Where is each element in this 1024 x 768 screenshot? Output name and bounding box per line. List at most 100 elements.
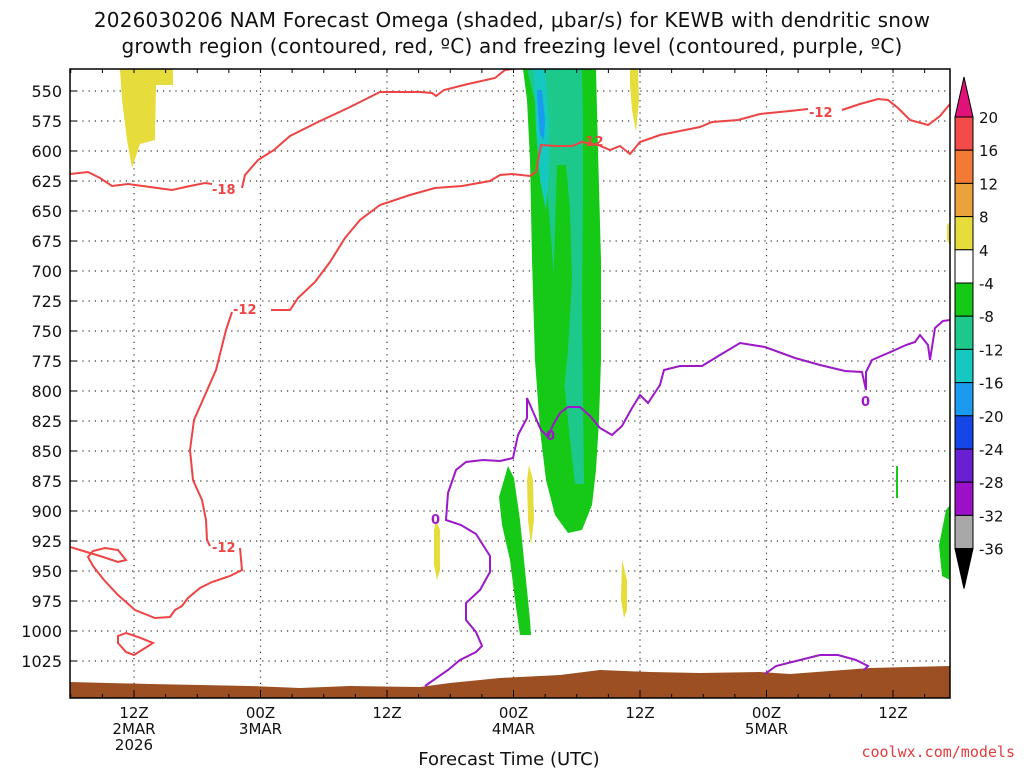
x-axis-title: Forecast Time (UTC) bbox=[418, 749, 599, 768]
x-tick-label: 12Z bbox=[119, 704, 148, 722]
contour-minus12-lower-loop bbox=[70, 546, 244, 620]
colorbar-label: -24 bbox=[979, 441, 1004, 459]
colorbar-swatch bbox=[954, 182, 974, 218]
x-tick-label: 3MAR bbox=[239, 720, 282, 738]
freezing-label-b: 0 bbox=[546, 429, 555, 444]
colorbar-swatch bbox=[954, 448, 974, 483]
y-tick-label: 1000 bbox=[21, 622, 62, 641]
dendritic-contours bbox=[70, 69, 950, 657]
y-tick-label: 750 bbox=[31, 322, 62, 341]
colorbar-label: -16 bbox=[979, 375, 1004, 393]
credit-link[interactable]: coolwx.com/models bbox=[861, 743, 1015, 761]
colorbar-label: -28 bbox=[979, 474, 1004, 492]
x-tick-label: 2026 bbox=[115, 736, 153, 754]
colorbar-swatch bbox=[954, 282, 974, 317]
x-tick-label: 00Z bbox=[499, 704, 528, 722]
colorbar-label: 12 bbox=[979, 175, 998, 193]
contour-minus18-ramp bbox=[241, 69, 513, 189]
y-tick-label: 950 bbox=[31, 562, 62, 581]
y-tick-label: 675 bbox=[31, 232, 62, 251]
contour-label-minus18: -18 bbox=[212, 183, 236, 198]
omega-green-lower bbox=[499, 466, 531, 635]
y-axis: 550 575 600 625 650 675 700 725 750 775 800 825 850 8… bbox=[21, 82, 77, 671]
x-tick-label: 00Z bbox=[752, 704, 781, 722]
omega-yellow-top-left bbox=[120, 69, 173, 168]
y-tick-label: 775 bbox=[31, 352, 62, 371]
omega-yellow-mid-blob bbox=[527, 465, 534, 545]
omega-green-speck bbox=[896, 466, 898, 498]
colorbar-label: -4 bbox=[979, 275, 994, 293]
contour-minus12-upper-right bbox=[841, 97, 950, 127]
colorbar-swatch bbox=[954, 249, 974, 284]
plot-frame bbox=[69, 68, 951, 699]
omega-yellow-left-blob bbox=[434, 520, 440, 580]
freezing-level-right bbox=[764, 654, 870, 675]
omega-yellow-top-mid bbox=[630, 69, 639, 132]
x-tick-label: 12Z bbox=[625, 704, 654, 722]
contour-minus12-upper bbox=[535, 108, 809, 173]
y-tick-label: 900 bbox=[31, 502, 62, 521]
y-tick-label: 925 bbox=[31, 532, 62, 551]
colorbar-label: -12 bbox=[979, 341, 1004, 359]
omega-green-inner bbox=[553, 165, 572, 450]
colorbar-swatch bbox=[954, 514, 974, 550]
colorbar-label: 20 bbox=[979, 109, 998, 127]
omega-yellow-right-blob bbox=[621, 560, 627, 618]
colorbar-top-arrow bbox=[954, 76, 974, 118]
contour-minus18-upper bbox=[70, 170, 213, 192]
contour-label-minus12-b: -12 bbox=[212, 541, 236, 556]
x-tick-label: 5MAR bbox=[745, 720, 788, 738]
y-tick-label: 575 bbox=[31, 112, 62, 131]
plot-area: -18 -12 -12 -12 -12 0 0 0 bbox=[70, 69, 950, 698]
x-tick-label: 2MAR bbox=[112, 720, 155, 738]
colorbar-bottom-arrow bbox=[954, 548, 974, 589]
omega-green-right-edge bbox=[939, 505, 950, 580]
x-tick-label: 00Z bbox=[246, 704, 275, 722]
colorbar-label: -36 bbox=[979, 541, 1004, 559]
y-tick-label: 825 bbox=[31, 412, 62, 431]
colorbar-label: -32 bbox=[979, 507, 1004, 525]
colorbar-label: -8 bbox=[979, 308, 994, 326]
y-tick-label: 650 bbox=[31, 202, 62, 221]
contour-minus12-left-descent bbox=[188, 311, 233, 547]
omega-blue-core bbox=[537, 90, 545, 140]
y-tick-label: 700 bbox=[31, 262, 62, 281]
colorbar-swatch bbox=[954, 382, 974, 417]
colorbar-label: -20 bbox=[979, 408, 1004, 426]
omega-shading bbox=[120, 69, 950, 635]
y-tick-label: 975 bbox=[31, 592, 62, 611]
contour-labels: -18 -12 -12 -12 -12 0 0 0 bbox=[212, 106, 870, 556]
colorbar-swatch bbox=[954, 481, 974, 516]
freezing-label-c: 0 bbox=[861, 395, 870, 410]
contour-minus12-mid bbox=[271, 171, 537, 311]
y-tick-label: 850 bbox=[31, 442, 62, 461]
contour-label-minus12-c: -12 bbox=[580, 135, 604, 150]
freezing-contours bbox=[424, 319, 950, 687]
y-tick-label: 625 bbox=[31, 172, 62, 191]
y-tick-label: 600 bbox=[31, 142, 62, 161]
y-tick-label: 875 bbox=[31, 472, 62, 491]
contour-label-minus12-d: -12 bbox=[809, 106, 833, 121]
ground-terrain bbox=[70, 666, 950, 698]
y-tick-label: 1025 bbox=[21, 652, 62, 671]
contour-label-minus12-a: -12 bbox=[233, 303, 257, 318]
freezing-label-a: 0 bbox=[431, 513, 440, 528]
x-tick-label: 4MAR bbox=[492, 720, 535, 738]
colorbar-swatch bbox=[954, 415, 974, 450]
y-tick-label: 800 bbox=[31, 382, 62, 401]
colorbar-label: 16 bbox=[979, 142, 998, 160]
colorbar-label: 4 bbox=[979, 242, 989, 260]
colorbar-label: 8 bbox=[979, 209, 989, 227]
colorbar-swatch bbox=[954, 348, 974, 384]
chart-title-line-1: 2026030206 NAM Forecast Omega (shaded, μ… bbox=[93, 8, 931, 32]
colorbar: 20 16 12 8 4 -4 -8 -12 -16 -20 -24 -28 -32 -36 bbox=[954, 76, 1004, 589]
freezing-level-main bbox=[424, 319, 950, 687]
colorbar-swatch bbox=[954, 116, 974, 151]
colorbar-swatch bbox=[954, 149, 974, 184]
contour-minus12-small-loop bbox=[117, 631, 156, 657]
colorbar-swatch bbox=[954, 315, 974, 350]
colorbar-swatch bbox=[954, 216, 974, 251]
